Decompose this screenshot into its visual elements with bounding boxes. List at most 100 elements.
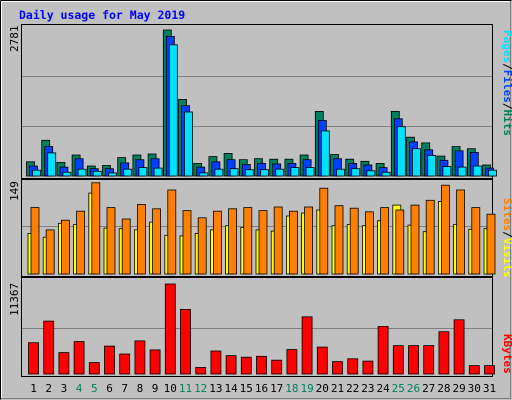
bar-kbytes-day-19 — [301, 316, 313, 375]
bar-kbytes-day-14 — [225, 355, 237, 375]
x-axis-day-labels: 1 2 3 4 5 6 7 8 9 10 11 12 13 14 15 16 17 18 19 20 21 22 23 24 2… — [30, 382, 496, 395]
bar-sites-day-3 — [61, 219, 70, 275]
bar-pages-day-5 — [92, 170, 102, 177]
middle-panel-legend: Sites/Visits — [501, 198, 512, 278]
x-tick-label-day-5: 5 — [91, 382, 98, 395]
bar-sites-day-20 — [319, 187, 329, 275]
legend-files: Files — [501, 70, 512, 103]
bar-pages-day-24 — [381, 171, 391, 177]
bar-pages-day-21 — [336, 168, 345, 177]
x-tick-label-day-17: 17 — [270, 382, 283, 395]
bar-sites-day-14 — [228, 208, 238, 275]
bar-pages-day-26 — [412, 148, 421, 177]
bar-sites-day-27 — [425, 199, 435, 275]
bar-kbytes-day-4 — [73, 341, 85, 375]
x-tick-label-day-2: 2 — [45, 382, 52, 395]
x-tick-label-day-20: 20 — [316, 382, 329, 395]
x-tick-label-day-24: 24 — [376, 382, 390, 395]
bar-pages-day-12 — [199, 172, 209, 177]
x-tick-label-day-7: 7 — [121, 382, 128, 395]
x-tick-label-day-12: 12 — [194, 382, 207, 395]
bar-kbytes-day-2 — [43, 320, 55, 375]
bar-kbytes-day-3 — [58, 352, 70, 375]
bar-sites-day-1 — [30, 207, 40, 275]
x-tick-label-day-30: 30 — [468, 382, 481, 395]
x-tick-label-day-8: 8 — [137, 382, 144, 395]
bar-pages-day-27 — [427, 155, 437, 177]
bar-pages-day-31 — [488, 169, 497, 177]
middle-panel-ymax-label: 149 — [8, 181, 21, 201]
bar-sites-day-15 — [243, 207, 253, 275]
bar-sites-day-4 — [76, 210, 85, 275]
bar-pages-day-4 — [77, 168, 87, 177]
bar-kbytes-day-22 — [347, 358, 359, 375]
x-tick-label-day-6: 6 — [106, 382, 113, 395]
bar-pages-day-2 — [47, 152, 57, 177]
x-tick-label-day-25: 25 — [392, 382, 405, 395]
x-tick-label-day-11: 11 — [179, 382, 192, 395]
x-tick-label-day-1: 1 — [30, 382, 37, 395]
bar-sites-day-23 — [364, 211, 374, 275]
bar-pages-day-9 — [153, 167, 163, 177]
bar-sites-day-7 — [121, 218, 131, 275]
bar-kbytes-day-26 — [408, 345, 419, 375]
bar-pages-day-22 — [351, 168, 361, 177]
bar-sites-day-5 — [91, 182, 101, 275]
legend-hits: Hits — [501, 110, 512, 137]
bar-kbytes-day-20 — [316, 346, 328, 375]
x-tick-label-day-31: 31 — [483, 382, 496, 395]
x-tick-label-day-3: 3 — [61, 382, 68, 395]
bottom-panel-ymax-label: 11367 — [8, 283, 21, 316]
bar-kbytes-day-16 — [256, 355, 267, 375]
bar-sites-day-6 — [106, 207, 116, 275]
bar-pages-day-15 — [244, 169, 254, 177]
chart-title: Daily usage for May 2019 — [19, 8, 185, 22]
bar-kbytes-day-21 — [332, 361, 343, 375]
bar-pages-day-14 — [229, 168, 239, 177]
bar-pages-day-11 — [184, 111, 193, 177]
bar-pages-day-18 — [290, 167, 300, 177]
x-tick-label-day-27: 27 — [422, 382, 435, 395]
bar-pages-day-23 — [366, 170, 376, 177]
bar-sites-day-21 — [334, 205, 344, 275]
x-tick-label-day-26: 26 — [407, 382, 420, 395]
bar-sites-day-17 — [273, 206, 283, 275]
x-tick-label-day-28: 28 — [437, 382, 450, 395]
bar-kbytes-day-8 — [134, 340, 146, 375]
bar-kbytes-day-10 — [164, 283, 176, 375]
bar-sites-day-11 — [182, 210, 192, 275]
bar-sites-day-2 — [45, 229, 55, 275]
bar-sites-day-8 — [136, 204, 146, 275]
bar-pages-day-7 — [123, 168, 133, 177]
bar-sites-day-12 — [197, 217, 207, 275]
bar-kbytes-day-7 — [119, 353, 131, 375]
bar-pages-day-20 — [320, 130, 330, 177]
bar-pages-day-30 — [472, 165, 482, 177]
x-tick-label-day-21: 21 — [331, 382, 344, 395]
legend-separator: / — [501, 103, 512, 110]
x-tick-label-day-14: 14 — [224, 382, 238, 395]
legend-kbytes: KBytes — [501, 334, 512, 374]
bar-sites-day-24 — [380, 207, 390, 275]
x-tick-label-day-10: 10 — [164, 382, 177, 395]
bar-pages-day-10 — [168, 44, 178, 177]
bar-kbytes-day-25 — [392, 345, 404, 375]
bar-pages-day-8 — [138, 167, 148, 177]
bar-pages-day-28 — [442, 166, 452, 177]
top-panel-legend: Pages/Files/Hits — [501, 30, 512, 136]
gridlines — [22, 76, 492, 329]
bar-kbytes-day-13 — [210, 350, 222, 375]
bar-kbytes-day-5 — [88, 362, 100, 375]
bar-kbytes-day-9 — [149, 349, 161, 375]
bar-pages-day-16 — [260, 169, 269, 177]
bar-sites-day-18 — [288, 210, 298, 275]
x-tick-label-day-13: 13 — [209, 382, 222, 395]
bar-sites-day-10 — [167, 189, 177, 275]
bar-kbytes-day-28 — [438, 331, 450, 375]
bar-pages-day-19 — [305, 167, 315, 177]
bar-sites-day-28 — [440, 184, 450, 275]
bar-sites-day-26 — [410, 204, 420, 275]
bar-pages-day-3 — [62, 171, 72, 177]
bar-sites-day-29 — [456, 189, 466, 275]
